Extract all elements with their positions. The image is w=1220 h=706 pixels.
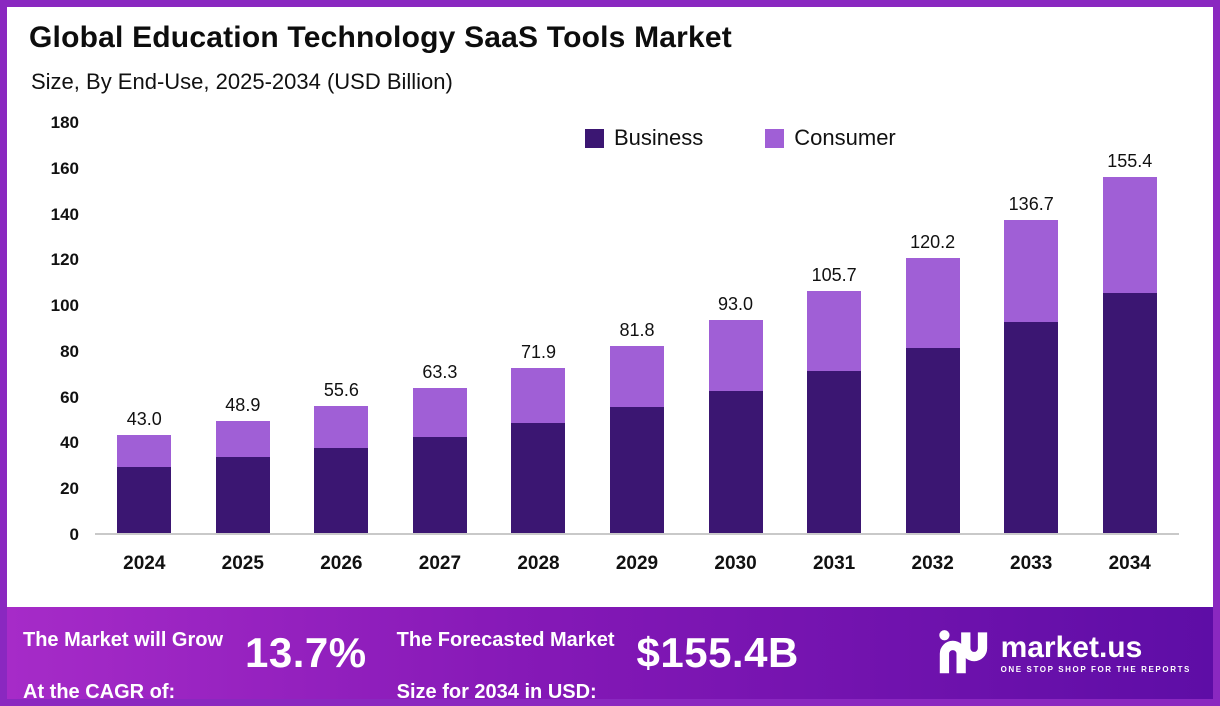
market-us-logo-icon xyxy=(937,628,989,679)
bar-group-2034: 155.4 xyxy=(1080,123,1179,533)
y-tick-label: 140 xyxy=(50,204,79,224)
bar-consumer-2025 xyxy=(215,421,270,458)
legend-swatch xyxy=(585,128,604,148)
bar-value-label: 93.0 xyxy=(718,294,754,315)
y-tick-label: 120 xyxy=(50,250,79,270)
x-tick-label-2029: 2029 xyxy=(615,553,659,574)
legend-label: Business xyxy=(614,125,704,150)
bar-value-label: 155.4 xyxy=(1107,151,1153,172)
cagr-label-line2: At the CAGR of: xyxy=(23,681,176,703)
bar-group-2030: 93.0 xyxy=(686,123,785,533)
legend-label: Consumer xyxy=(794,125,896,150)
bars-container: 43.0 48.9 55.6 63.3 71.9 81.8 93.0 105.7 120.2 13… xyxy=(95,123,1179,533)
y-tick-label: 100 xyxy=(50,296,79,316)
y-axis: 0 20 40 60 80 100 120 140 160 180 xyxy=(15,113,79,544)
chart-legend: Business Consumer xyxy=(585,125,896,151)
y-tick-label: 20 xyxy=(60,479,79,499)
bar-group-2028: 71.9 xyxy=(489,123,588,533)
y-tick-label: 180 xyxy=(50,113,79,132)
bar-business-2028 xyxy=(511,423,566,533)
bar-group-2031: 105.7 xyxy=(785,123,884,533)
bar-consumer-2027 xyxy=(412,388,467,437)
page-title: Global Education Technology SaaS Tools M… xyxy=(29,21,732,54)
y-tick-label: 40 xyxy=(60,433,79,453)
x-tick-label-2028: 2028 xyxy=(517,553,560,574)
bar-group-2027: 63.3 xyxy=(391,123,490,533)
bar-business-2026 xyxy=(314,448,369,533)
bar-business-2031 xyxy=(807,370,862,533)
bar-business-2029 xyxy=(610,407,664,533)
bar-business-2032 xyxy=(905,347,960,533)
legend-swatch xyxy=(765,128,785,148)
cagr-label: The Market will Grow At the CAGR of: xyxy=(23,601,224,703)
cagr-label-line1: The Market will Grow xyxy=(23,629,224,651)
bar-value-label: 63.3 xyxy=(422,362,458,383)
brand-lockup: market.us ONE STOP SHOP FOR THE REPORTS xyxy=(937,628,1197,679)
page-subtitle: Size, By End-Use, 2025-2034 (USD Billion… xyxy=(31,69,453,94)
cagr-value: 13.7% xyxy=(245,629,367,676)
y-tick-label: 0 xyxy=(69,525,79,544)
footer-banner: The Market will Grow At the CAGR of: 13.… xyxy=(7,607,1213,699)
bar-value-label: 136.7 xyxy=(1008,194,1054,215)
x-tick-label-2033: 2033 xyxy=(1010,553,1053,574)
y-tick-label: 160 xyxy=(50,158,79,178)
plot-area: 43.0 48.9 55.6 63.3 71.9 81.8 93.0 105.7 120.2 13… xyxy=(95,123,1179,535)
bar-business-2027 xyxy=(412,436,467,533)
brand-name: market.us xyxy=(1000,631,1143,665)
bar-consumer-2029 xyxy=(610,345,664,408)
brand-text: market.us ONE STOP SHOP FOR THE REPORTS xyxy=(1001,632,1191,674)
bar-consumer-2026 xyxy=(314,405,369,449)
forecast-value: $155.4B xyxy=(636,629,799,676)
bar-group-2032: 120.2 xyxy=(883,123,982,533)
bar-consumer-2033 xyxy=(1004,220,1059,323)
bar-value-label: 55.6 xyxy=(323,379,359,400)
bar-business-2025 xyxy=(215,457,270,533)
bar-group-2033: 136.7 xyxy=(982,123,1081,533)
legend-item-business: Business xyxy=(585,125,703,151)
x-tick-label-2026: 2026 xyxy=(320,553,363,574)
chart-section: Global Education Technology SaaS Tools M… xyxy=(7,7,1213,607)
bar-value-label: 105.7 xyxy=(811,265,857,286)
x-tick-label-2030: 2030 xyxy=(714,553,757,574)
bar-value-label: 120.2 xyxy=(910,231,956,252)
brand-tagline: ONE STOP SHOP FOR THE REPORTS xyxy=(1000,664,1191,674)
bar-group-2025: 48.9 xyxy=(194,123,293,533)
bar-business-2024 xyxy=(117,466,172,533)
y-tick-label: 80 xyxy=(60,341,79,361)
bar-business-2033 xyxy=(1004,322,1059,533)
forecast-label-line2: Size for 2034 in USD: xyxy=(396,681,597,703)
bar-value-label: 71.9 xyxy=(520,342,556,363)
bar-consumer-2030 xyxy=(708,320,763,392)
x-tick-label-2031: 2031 xyxy=(812,553,856,574)
bar-consumer-2024 xyxy=(117,434,172,467)
x-tick-label-2024: 2024 xyxy=(123,553,166,574)
x-tick-label-2032: 2032 xyxy=(911,553,954,574)
x-axis: 2024 2025 2026 2027 2028 2029 2030 2031 2032 2033… xyxy=(95,553,1179,575)
x-tick-label-2034: 2034 xyxy=(1108,553,1151,574)
x-tick-label-2025: 2025 xyxy=(221,553,264,574)
x-tick-label-2027: 2027 xyxy=(418,553,462,574)
bar-value-label: 48.9 xyxy=(225,395,261,416)
legend-item-consumer: Consumer xyxy=(765,125,896,151)
bar-value-label: 81.8 xyxy=(619,319,655,340)
forecast-label-line1: The Forecasted Market xyxy=(396,629,615,651)
bar-consumer-2032 xyxy=(905,257,960,348)
bar-consumer-2028 xyxy=(511,368,566,424)
bar-group-2024: 43.0 xyxy=(95,123,194,533)
bar-group-2026: 55.6 xyxy=(292,123,391,533)
bar-consumer-2034 xyxy=(1102,177,1157,293)
bar-consumer-2031 xyxy=(807,291,862,371)
bar-business-2030 xyxy=(708,391,763,533)
bar-value-label: 43.0 xyxy=(126,408,162,429)
bar-group-2029: 81.8 xyxy=(588,123,687,533)
bar-business-2034 xyxy=(1102,292,1157,533)
y-tick-label: 60 xyxy=(60,387,79,407)
forecast-label: The Forecasted Market Size for 2034 in U… xyxy=(396,601,615,703)
